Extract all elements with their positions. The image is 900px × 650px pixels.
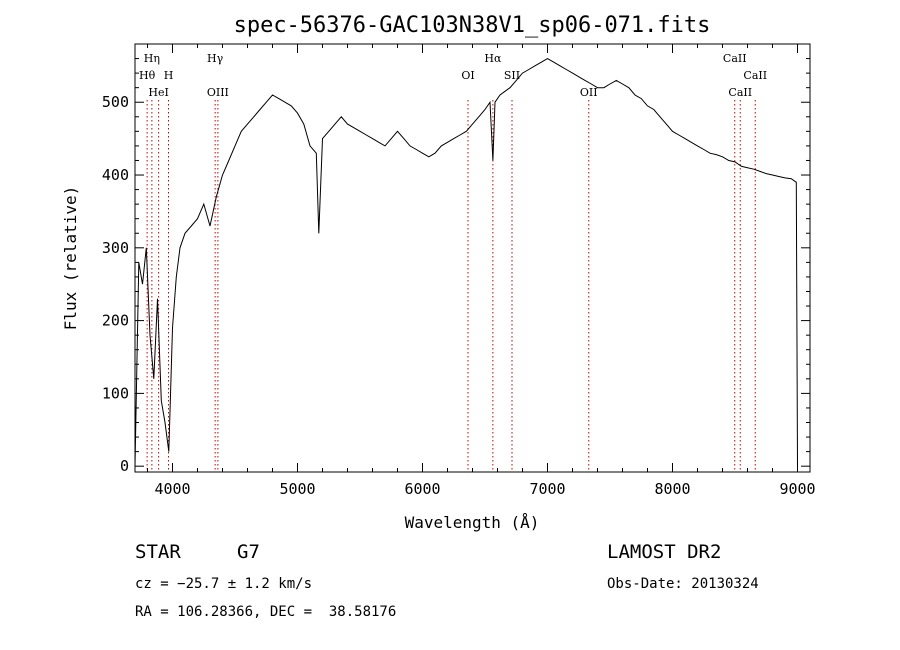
y-tick-label: 500	[102, 93, 129, 111]
y-tick-label: 300	[102, 239, 129, 257]
spectral-line-label: Hη	[144, 52, 160, 65]
y-axis-label: Flux (relative)	[61, 186, 80, 331]
observation-date: Obs-Date: 20130324	[607, 576, 759, 592]
x-tick-label: 8000	[654, 480, 690, 498]
y-axis-ticks: 0 100 200 300 400 500	[102, 58, 810, 475]
y-tick-label: 100	[102, 384, 129, 402]
spectral-line-label: H	[164, 69, 174, 82]
x-tick-label: 7000	[529, 480, 565, 498]
survey-name: LAMOST DR2	[607, 541, 722, 563]
x-tick-label: 5000	[279, 480, 315, 498]
spectral-line-label: Hθ	[139, 69, 156, 82]
x-tick-label: 4000	[154, 480, 190, 498]
spectral-line-label: CaII	[728, 86, 752, 99]
spectral-line-label: CaII	[723, 52, 747, 65]
y-tick-label: 200	[102, 312, 129, 330]
spectral-line-label: OI	[461, 69, 474, 82]
spectral-line-label: Hγ	[207, 52, 224, 65]
plot-frame	[134, 43, 811, 473]
object-subclass: G7	[237, 541, 260, 563]
spectral-line-label: CaII	[743, 69, 767, 82]
spectral-line-label: OII	[580, 86, 598, 99]
spectral-line-label: Hα	[484, 52, 502, 65]
spectral-line-label: SII	[504, 69, 520, 82]
object-class: STAR	[135, 541, 181, 563]
redshift-cz: cz = −25.7 ± 1.2 km/s	[135, 576, 313, 592]
x-tick-label: 6000	[404, 480, 440, 498]
ra-dec-coordinates: RA = 106.28366, DEC = 38.58176	[135, 604, 397, 620]
y-tick-label: 0	[120, 457, 129, 475]
chart-title: spec-56376-GAC103N38V1_sp06-071.fits	[234, 13, 711, 38]
x-axis-ticks: 4000 5000 6000 7000 8000 9000	[147, 44, 816, 498]
y-tick-label: 400	[102, 166, 129, 184]
x-tick-label: 9000	[779, 480, 815, 498]
spectral-line-label: OIII	[207, 86, 229, 99]
spectrum-series-line	[134, 58, 798, 467]
x-axis-label: Wavelength (Å)	[405, 513, 540, 532]
spectral-line-label: HeI	[148, 86, 168, 99]
